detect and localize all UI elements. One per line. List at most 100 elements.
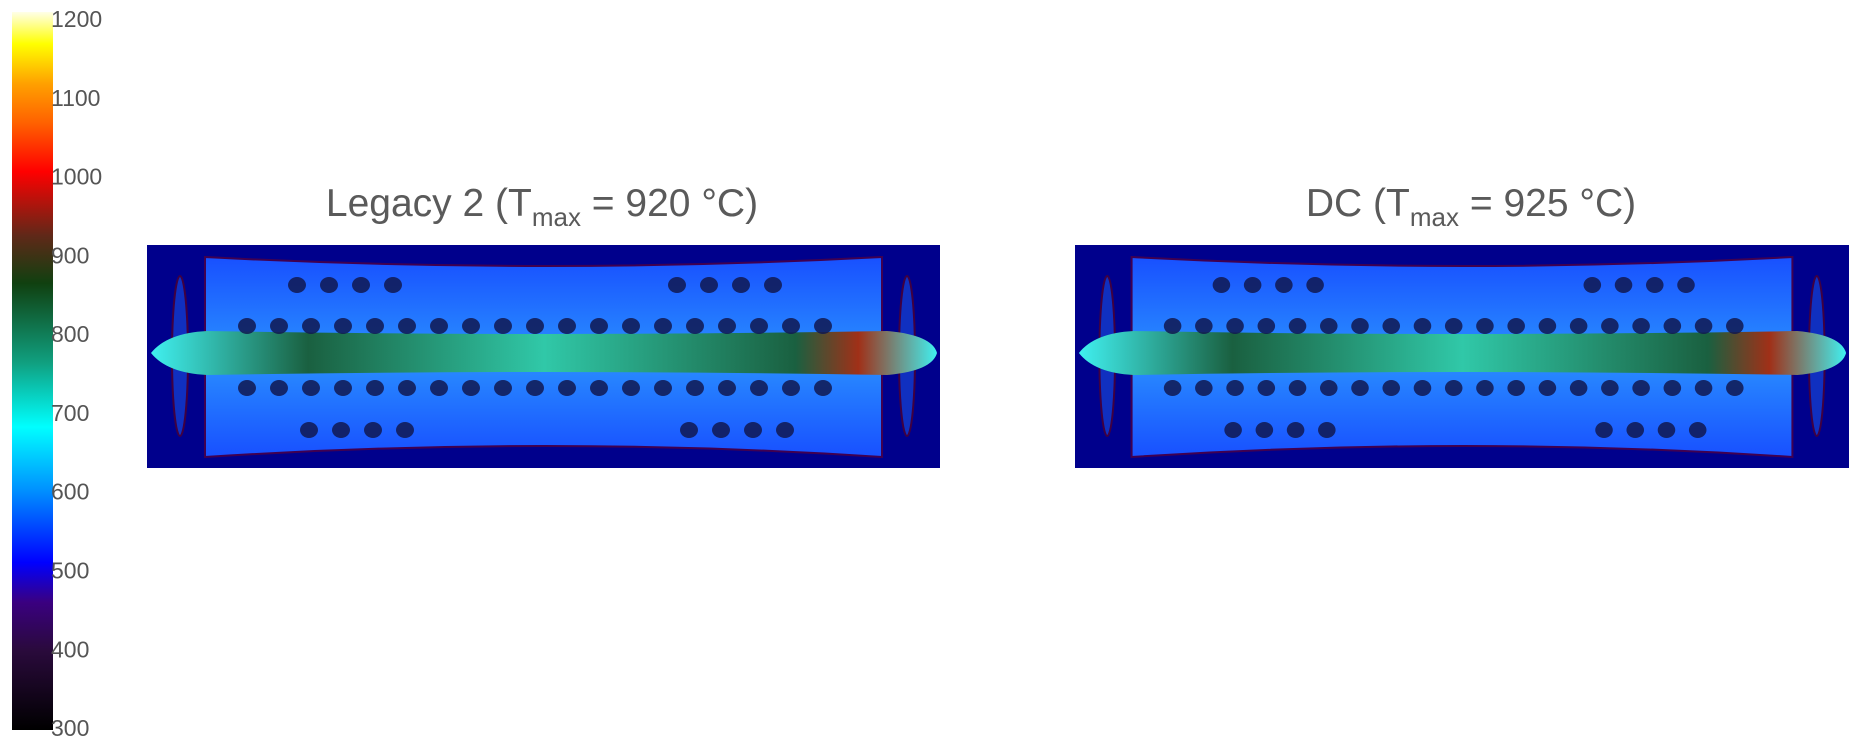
hole [238,318,256,334]
hole [1226,318,1244,334]
hole [558,380,576,396]
tick-label: 300 [51,715,89,740]
hole [1626,422,1644,438]
tick-label: 1200 [51,6,102,32]
panel-title: Legacy 2 (Tmax = 920 °C) [326,182,758,232]
title-text: DC (T [1306,182,1410,225]
hole [1677,277,1695,293]
hole [1595,422,1613,438]
hole [1658,422,1676,438]
hole [1570,380,1588,396]
hole [814,318,832,334]
tick-label: 600 [51,479,89,505]
hole [494,380,512,396]
tick-label: 1000 [51,164,102,190]
hole [1539,318,1557,334]
hole [732,277,750,293]
hole [1476,318,1494,334]
hole [1507,318,1525,334]
hole [654,318,672,334]
hole [334,318,352,334]
title-end: = 925 °C) [1459,182,1636,225]
hole [494,318,512,334]
hole [366,318,384,334]
hole [398,318,416,334]
panels: Legacy 2 (Tmax = 920 °C) DC (Tmax = 925 °… [147,182,1849,468]
hole [364,422,382,438]
hole [1507,380,1525,396]
hole [334,380,352,396]
hole [1726,318,1744,334]
thermal-image [147,245,940,468]
hole [1632,318,1650,334]
tick-label: 1100 [51,85,100,111]
hole [1256,422,1274,438]
hole [526,318,544,334]
tick-label: 500 [51,558,89,584]
hole [526,380,544,396]
hole [700,277,718,293]
hole [1195,318,1213,334]
hole [1164,380,1182,396]
tick-label: 800 [51,321,89,347]
hole [1213,277,1231,293]
hole [1646,277,1664,293]
hole [680,422,698,438]
hole [288,277,306,293]
hole [1539,380,1557,396]
hole [1601,380,1619,396]
hole [1351,380,1369,396]
hole [352,277,370,293]
hole [718,318,736,334]
hole [712,422,730,438]
hole [750,380,768,396]
hole [1195,380,1213,396]
hole [1632,380,1650,396]
hole [686,318,704,334]
hole [776,422,794,438]
panel-title: DC (Tmax = 925 °C) [1306,182,1636,232]
hole [1224,422,1242,438]
title-text: Legacy 2 (T [326,182,532,225]
hole [622,380,640,396]
hole [1289,380,1307,396]
hole [814,380,832,396]
hole [1726,380,1744,396]
hole [238,380,256,396]
hole [590,318,608,334]
hole [750,318,768,334]
hole [1244,277,1262,293]
hole [1351,318,1369,334]
hole [1664,380,1682,396]
hole [1445,318,1463,334]
hot-band [151,331,937,375]
hole [558,318,576,334]
hole [668,277,686,293]
hole [270,318,288,334]
hole [1289,318,1307,334]
title-end: = 920 °C) [581,182,758,225]
hole [1258,318,1276,334]
hole [320,277,338,293]
hole [1320,380,1338,396]
hole [462,380,480,396]
hole [398,380,416,396]
hole [1584,277,1602,293]
hole [462,318,480,334]
hole [300,422,318,438]
hole [686,380,704,396]
hole [1306,277,1324,293]
hole [1287,422,1305,438]
hole [1258,380,1276,396]
hole [782,318,800,334]
hole [302,318,320,334]
tick-label: 700 [51,400,89,426]
hole [366,380,384,396]
hole [1689,422,1707,438]
hole [1664,318,1682,334]
hole [302,380,320,396]
tick-label: 900 [51,242,89,268]
hole [1318,422,1336,438]
hole [622,318,640,334]
hole [1320,318,1338,334]
